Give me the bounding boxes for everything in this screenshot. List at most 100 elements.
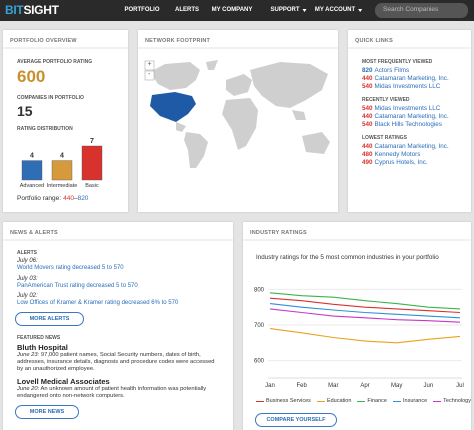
panel-news bbox=[3, 222, 233, 430]
dropdown-arrow bbox=[302, 9, 307, 12]
alert-date: July 06: bbox=[17, 258, 38, 264]
news-date: June 23: bbox=[17, 352, 40, 358]
x-tick-label: Jan bbox=[265, 383, 275, 389]
legend-label: Finance bbox=[367, 398, 387, 404]
range-label: Portfolio range: bbox=[17, 195, 62, 202]
logo-bit: BIT bbox=[5, 3, 24, 17]
legend-label: Business Services bbox=[266, 398, 311, 404]
legend-item: Technology bbox=[433, 398, 471, 404]
bar-label: Basic bbox=[85, 183, 99, 189]
alert-date: July 02: bbox=[17, 293, 38, 299]
chart-subtitle: Industry ratings for the 5 most common i… bbox=[256, 254, 439, 261]
section-title: FEATURED NEWS bbox=[17, 335, 61, 341]
rating: 540 bbox=[362, 121, 373, 128]
label: RATING DISTRIBUTION bbox=[17, 126, 73, 132]
quick-link[interactable]: 540 Midas Investments LLC bbox=[362, 105, 440, 112]
quick-link[interactable]: 820 Actors Films bbox=[362, 67, 409, 74]
company-link: Actors Films bbox=[374, 67, 410, 74]
nav-item[interactable]: SUPPORT bbox=[270, 7, 300, 13]
nav-item[interactable]: MY COMPANY bbox=[211, 7, 253, 13]
nav-item[interactable]: MY ACCOUNT bbox=[314, 7, 356, 13]
y-tick-label: 700 bbox=[254, 323, 265, 329]
more-news-button[interactable]: MORE NEWS bbox=[15, 405, 79, 419]
legend-swatch bbox=[256, 400, 264, 402]
land-usa bbox=[150, 92, 196, 122]
avg-rating: 600 bbox=[17, 67, 46, 86]
rating: 540 bbox=[362, 83, 373, 90]
series-line bbox=[269, 308, 461, 323]
nav-item[interactable]: PORTFOLIO bbox=[124, 7, 160, 13]
news-text: June 23: 97,000 patient names, Social Se… bbox=[17, 352, 222, 373]
x-tick-label: Jun bbox=[423, 383, 433, 389]
zoom-out-label: - bbox=[148, 70, 151, 78]
series-line bbox=[269, 297, 461, 314]
company-link: Catamaran Marketing, Inc. bbox=[374, 75, 449, 82]
alert-link[interactable]: Low Offices of Kramer & Kramer rating de… bbox=[17, 300, 179, 306]
land bbox=[176, 122, 186, 132]
company-link: Kennedy Motors bbox=[374, 151, 421, 158]
alert-link[interactable]: World Movers rating decreased 5 to 570 bbox=[17, 265, 124, 271]
panel-industry bbox=[243, 222, 471, 430]
panel-title: INDUSTRY RATINGS bbox=[250, 230, 307, 236]
company-link: Midas Investments LLC bbox=[374, 83, 441, 90]
legend-swatch bbox=[433, 400, 442, 402]
legend-item: Insurance bbox=[392, 398, 428, 404]
legend-item: Finance bbox=[357, 398, 387, 404]
company-link: Black Hills Technologies bbox=[374, 121, 442, 128]
quick-link[interactable]: 540 Midas Investments LLC bbox=[362, 83, 440, 90]
search-box[interactable] bbox=[375, 3, 468, 18]
legend-swatch bbox=[392, 400, 401, 402]
alert-link[interactable]: PanAmerican Trust rating decreased 5 to … bbox=[17, 282, 138, 289]
bar-value: 4 bbox=[60, 153, 64, 160]
series-line bbox=[269, 303, 461, 319]
panel-title: PORTFOLIO OVERVIEW bbox=[10, 38, 77, 44]
legend-swatch bbox=[357, 400, 366, 402]
bar bbox=[51, 160, 73, 181]
news-text: June 20: An unknown amount of patient he… bbox=[17, 386, 222, 400]
range-sep: – bbox=[73, 195, 78, 202]
quick-link[interactable]: 540 Black Hills Technologies bbox=[362, 121, 442, 128]
legend-swatch bbox=[316, 400, 325, 402]
quick-link[interactable]: 440 Catamaran Marketing, Inc. bbox=[362, 75, 449, 82]
bar bbox=[81, 145, 103, 181]
section-title: RECENTLY VIEWED bbox=[362, 97, 410, 103]
zoom-out-button[interactable] bbox=[144, 70, 155, 81]
zoom-in-label: + bbox=[147, 61, 152, 68]
label: COMPANIES IN PORTFOLIO bbox=[17, 95, 84, 101]
land bbox=[292, 110, 306, 120]
compare-button[interactable]: COMPARE YOURSELF bbox=[255, 413, 337, 427]
bar-label: Intermediate bbox=[47, 183, 78, 189]
quick-link[interactable]: 440 Catamaran Marketing, Inc. bbox=[362, 143, 449, 150]
logo: BIT SIGHT bbox=[5, 3, 59, 17]
section-title: LOWEST RATINGS bbox=[362, 135, 407, 141]
rating: 540 bbox=[362, 105, 373, 112]
nav-item[interactable]: ALERTS bbox=[175, 7, 199, 13]
range: Portfolio range: 440–820 bbox=[17, 195, 88, 202]
quick-link[interactable]: 490 Cyprus Hotels, Inc. bbox=[362, 159, 428, 166]
legend: Business Services Education Finance Insuran… bbox=[256, 398, 471, 404]
rating: 490 bbox=[362, 159, 373, 166]
y-tick-label: 800 bbox=[254, 287, 265, 293]
nav-bar bbox=[0, 0, 474, 21]
section-title: MOST FREQUENTLY VIEWED bbox=[362, 59, 433, 65]
zoom-in-button[interactable] bbox=[144, 60, 155, 71]
rating: 440 bbox=[362, 143, 373, 150]
rating: 480 bbox=[362, 151, 373, 158]
x-tick-label: Jul bbox=[456, 383, 464, 389]
more-alerts-button[interactable]: MORE ALERTS bbox=[15, 312, 84, 326]
land bbox=[250, 62, 328, 108]
land bbox=[222, 98, 258, 150]
quick-link[interactable]: 440 Catamaran Marketing, Inc. bbox=[362, 113, 449, 120]
dropdown-arrow bbox=[358, 9, 363, 12]
world-map bbox=[144, 60, 330, 168]
rating: 820 bbox=[362, 67, 373, 74]
legend-label: Insurance bbox=[402, 398, 428, 404]
bar-value: 4 bbox=[30, 153, 34, 160]
rating: 440 bbox=[362, 75, 373, 82]
company-link: Cyprus Hotels, Inc. bbox=[374, 159, 428, 166]
legend-label: Technology bbox=[443, 398, 471, 404]
bar-label: Advanced bbox=[20, 183, 44, 189]
quick-link[interactable]: 480 Kennedy Motors bbox=[362, 151, 420, 158]
range-high: 820 bbox=[77, 195, 89, 202]
